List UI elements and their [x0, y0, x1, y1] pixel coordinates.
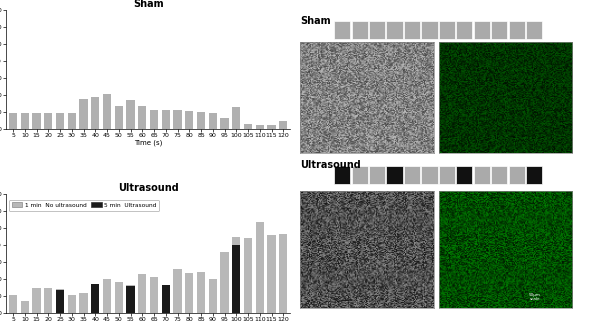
- Bar: [79, 293, 87, 313]
- Bar: [68, 113, 76, 129]
- Bar: [268, 235, 275, 313]
- X-axis label: Time (s): Time (s): [134, 139, 162, 146]
- Bar: [115, 106, 123, 129]
- Bar: [44, 113, 52, 129]
- Text: Sham: Sham: [300, 16, 331, 26]
- Bar: [387, 21, 403, 39]
- Bar: [209, 113, 217, 129]
- Bar: [527, 21, 543, 39]
- Bar: [126, 100, 134, 129]
- Bar: [209, 279, 217, 313]
- Bar: [256, 124, 264, 129]
- Bar: [421, 166, 437, 184]
- Bar: [197, 273, 205, 313]
- Bar: [334, 166, 350, 184]
- Bar: [474, 21, 490, 39]
- Bar: [279, 121, 287, 129]
- Bar: [150, 110, 158, 129]
- Bar: [115, 282, 123, 313]
- Bar: [126, 286, 134, 313]
- Bar: [56, 289, 64, 313]
- Bar: [91, 284, 99, 313]
- Bar: [9, 113, 17, 129]
- Bar: [138, 106, 146, 129]
- Bar: [21, 113, 29, 129]
- Bar: [256, 222, 264, 313]
- Bar: [509, 21, 525, 39]
- Bar: [103, 94, 111, 129]
- Bar: [456, 166, 472, 184]
- Bar: [68, 295, 76, 313]
- Bar: [56, 290, 64, 313]
- Bar: [456, 21, 472, 39]
- Bar: [138, 274, 146, 313]
- Bar: [244, 238, 252, 313]
- Bar: [79, 99, 87, 129]
- Bar: [91, 284, 99, 313]
- Bar: [32, 288, 40, 313]
- Bar: [404, 21, 420, 39]
- Bar: [9, 295, 17, 313]
- Bar: [352, 166, 368, 184]
- Bar: [244, 124, 252, 129]
- Bar: [103, 279, 111, 313]
- Bar: [509, 166, 525, 184]
- Bar: [173, 110, 181, 129]
- Bar: [197, 112, 205, 129]
- Title: Sham: Sham: [133, 0, 164, 9]
- Bar: [162, 285, 170, 313]
- Title: Ultrasound: Ultrasound: [118, 183, 178, 193]
- Bar: [44, 288, 52, 313]
- Bar: [56, 113, 64, 129]
- Bar: [221, 118, 228, 129]
- Bar: [150, 277, 158, 313]
- Bar: [232, 245, 240, 313]
- Bar: [162, 285, 170, 313]
- Bar: [404, 166, 420, 184]
- Bar: [232, 107, 240, 129]
- Text: 50μm
scale: 50μm scale: [529, 293, 541, 301]
- Bar: [491, 21, 508, 39]
- Bar: [268, 125, 275, 129]
- Bar: [527, 166, 543, 184]
- Bar: [369, 21, 385, 39]
- Bar: [474, 166, 490, 184]
- Bar: [491, 166, 508, 184]
- Bar: [126, 285, 134, 313]
- Bar: [279, 234, 287, 313]
- Bar: [185, 111, 193, 129]
- Bar: [162, 110, 170, 129]
- Bar: [91, 97, 99, 129]
- Bar: [221, 252, 228, 313]
- Bar: [21, 301, 29, 313]
- Bar: [185, 273, 193, 313]
- Bar: [421, 21, 437, 39]
- Bar: [439, 166, 455, 184]
- Bar: [387, 166, 403, 184]
- Legend: 1 min  No ultrasound, 5 min  Ultrasound: 1 min No ultrasound, 5 min Ultrasound: [9, 200, 159, 211]
- Bar: [32, 113, 40, 129]
- Bar: [439, 21, 455, 39]
- Bar: [334, 21, 350, 39]
- Bar: [369, 166, 385, 184]
- Bar: [232, 237, 240, 313]
- Bar: [352, 21, 368, 39]
- Text: Ultrasound: Ultrasound: [300, 160, 361, 170]
- Bar: [173, 269, 181, 313]
